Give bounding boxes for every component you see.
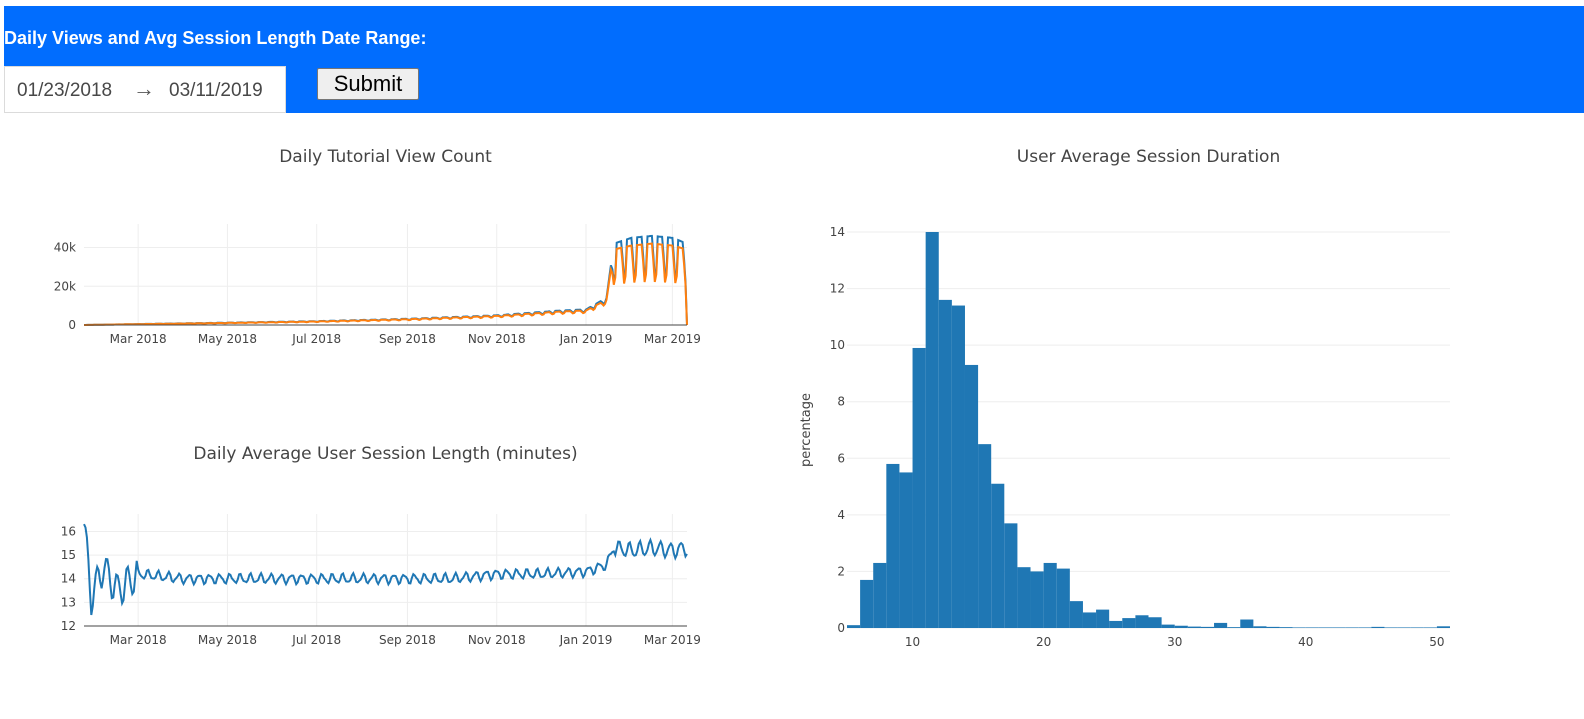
- x-tick-label: Nov 2018: [468, 633, 526, 647]
- x-tick-label: Jan 2019: [559, 332, 613, 346]
- histogram-bar: [1174, 625, 1188, 628]
- histogram-bar: [1161, 624, 1175, 628]
- histogram-bar: [1082, 612, 1097, 628]
- chart-title-0: Daily Tutorial View Count: [279, 147, 492, 167]
- histogram-bar: [1227, 627, 1241, 628]
- histogram-bar: [1279, 627, 1293, 628]
- histogram-bar: [1096, 609, 1110, 628]
- x-tick-label: May 2018: [198, 332, 257, 346]
- histogram-bar: [1135, 615, 1149, 628]
- histogram-bar: [1187, 626, 1201, 628]
- histogram-bar: [1410, 627, 1424, 628]
- x-tick-label: 20: [1036, 635, 1051, 649]
- histogram-bar: [1345, 627, 1359, 628]
- histogram-bar: [1148, 617, 1162, 628]
- histogram-bar: [1122, 618, 1136, 628]
- histogram-bar: [1371, 626, 1385, 628]
- histogram-bar: [1056, 568, 1070, 628]
- y-tick-label: 16: [61, 524, 76, 538]
- histogram-bar: [1214, 622, 1228, 628]
- x-tick-label: Mar 2018: [110, 633, 167, 647]
- histogram-bar: [978, 444, 992, 628]
- histogram-bar: [1332, 627, 1346, 628]
- header-title: Daily Views and Avg Session Length Date …: [4, 28, 427, 48]
- x-tick-label: Nov 2018: [468, 332, 526, 346]
- y-tick-label: 0: [837, 621, 845, 635]
- submit-button[interactable]: Submit: [317, 68, 419, 100]
- x-tick-label: 50: [1429, 635, 1444, 649]
- chart-title-2: User Average Session Duration: [1017, 147, 1280, 167]
- series-line-0: [84, 234, 688, 326]
- x-tick-label: Jul 2018: [291, 633, 341, 647]
- histogram-bar: [1030, 571, 1044, 628]
- histogram-bar: [1109, 620, 1123, 628]
- x-tick-label: 40: [1298, 635, 1313, 649]
- arrow-right-icon: →: [133, 76, 155, 101]
- histogram-bar: [1318, 627, 1333, 628]
- histogram-bar: [1266, 626, 1280, 628]
- x-tick-label: 10: [905, 635, 920, 649]
- histogram-bar: [1200, 626, 1215, 628]
- histogram-bar: [964, 364, 979, 628]
- x-tick-label: Sep 2018: [379, 633, 436, 647]
- x-tick-label: Mar 2018: [110, 332, 167, 346]
- y-tick-label: 14: [830, 225, 845, 239]
- histogram-bar: [1069, 601, 1083, 628]
- y-tick-label: 0: [68, 318, 76, 332]
- y-tick-label: 15: [61, 548, 76, 562]
- histogram-bar: [1004, 523, 1018, 628]
- y-tick-label: 4: [837, 508, 845, 522]
- x-tick-label: May 2018: [198, 633, 257, 647]
- y-axis-label: percentage: [799, 393, 814, 467]
- y-tick-label: 2: [837, 564, 845, 578]
- y-tick-label: 12: [830, 282, 845, 296]
- y-tick-label: 14: [61, 572, 76, 586]
- histogram-bar: [1292, 627, 1306, 628]
- histogram-bar: [1423, 627, 1437, 628]
- date-range-picker[interactable]: 01/23/2018 → 03/11/2019: [4, 66, 286, 113]
- y-tick-label: 40k: [54, 241, 76, 255]
- histogram-bar: [899, 472, 913, 628]
- histogram-bar: [886, 463, 900, 628]
- x-tick-label: Jan 2019: [559, 633, 613, 647]
- x-tick-label: Mar 2019: [644, 633, 701, 647]
- series-line-1: [84, 242, 688, 326]
- start-date-input[interactable]: 01/23/2018: [17, 80, 113, 101]
- histogram-bar: [1397, 627, 1411, 628]
- histogram-bar: [925, 232, 939, 628]
- date-range-header: Daily Views and Avg Session Length Date …: [4, 6, 1584, 113]
- x-tick-label: Sep 2018: [379, 332, 436, 346]
- y-tick-label: 8: [837, 395, 845, 409]
- y-tick-label: 20k: [54, 279, 76, 293]
- y-tick-label: 12: [61, 619, 76, 633]
- y-tick-label: 13: [61, 595, 76, 609]
- histogram-bar: [1043, 562, 1057, 628]
- histogram-bar: [847, 625, 861, 628]
- chart-title-1: Daily Average User Session Length (minut…: [193, 444, 577, 464]
- histogram-bar: [1017, 567, 1031, 628]
- histogram-bar: [938, 299, 952, 628]
- histogram-bar: [1436, 626, 1450, 628]
- x-tick-label: Jul 2018: [291, 332, 341, 346]
- x-tick-label: 30: [1167, 635, 1182, 649]
- histogram-bar: [873, 562, 887, 628]
- histogram-bar: [1305, 627, 1319, 628]
- histogram-bar: [1253, 626, 1267, 628]
- series-line-0: [83, 523, 688, 616]
- end-date-input[interactable]: 03/11/2019: [169, 80, 263, 101]
- histogram-bar: [1240, 619, 1254, 628]
- histogram-bar: [951, 305, 965, 628]
- histogram-bar: [860, 579, 874, 628]
- y-tick-label: 10: [830, 338, 845, 352]
- histogram-bar: [991, 483, 1005, 628]
- x-tick-label: Mar 2019: [644, 332, 701, 346]
- histogram-bar: [1358, 627, 1372, 628]
- histogram-bar: [912, 347, 926, 628]
- histogram-bar: [1384, 627, 1398, 628]
- y-tick-label: 6: [837, 451, 845, 465]
